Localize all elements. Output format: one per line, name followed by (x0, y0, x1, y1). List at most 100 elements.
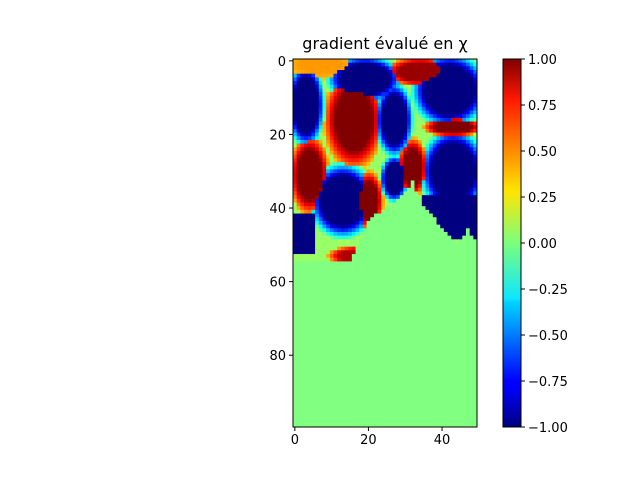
heatmap-cell (392, 176, 397, 181)
heatmap-cell (462, 217, 467, 222)
heatmap-cell (351, 419, 356, 424)
heatmap-cell (403, 73, 408, 78)
heatmap-cell (454, 117, 459, 122)
heatmap-cell (370, 327, 375, 332)
heatmap-cell (473, 415, 478, 421)
heatmap-cell (421, 342, 426, 347)
heatmap-cell (418, 88, 423, 93)
heatmap-cell (300, 139, 305, 145)
heatmap-cell (359, 261, 364, 266)
heatmap-cell (388, 187, 393, 192)
heatmap-cell (322, 231, 327, 237)
heatmap-cell (322, 220, 327, 225)
heatmap-cell (465, 320, 471, 325)
heatmap-cell (318, 235, 323, 240)
heatmap-cell (311, 110, 316, 115)
heatmap-cell (473, 106, 478, 111)
heatmap-cell (329, 397, 334, 402)
heatmap-cell (293, 375, 298, 380)
heatmap-cell (329, 309, 334, 314)
heatmap-cell (469, 390, 474, 395)
heatmap-cell (359, 419, 364, 424)
heatmap-cell (296, 235, 301, 240)
heatmap-cell (385, 257, 390, 262)
heatmap-cell (348, 371, 353, 376)
heatmap-cell (370, 250, 375, 255)
heatmap-cell (385, 379, 390, 384)
heatmap-cell (366, 70, 371, 75)
heatmap-cell (329, 147, 334, 152)
heatmap-cell (403, 357, 408, 362)
heatmap-cell (440, 301, 445, 306)
heatmap-cell (293, 316, 298, 321)
heatmap-cell (344, 298, 349, 303)
heatmap-cell (440, 287, 445, 292)
heatmap-cell (351, 404, 356, 409)
heatmap-cell (333, 117, 338, 122)
heatmap-cell (300, 404, 305, 409)
heatmap-cell (355, 198, 360, 203)
heatmap-cell (388, 393, 393, 398)
heatmap-cell (296, 59, 301, 64)
heatmap-cell (322, 81, 327, 86)
heatmap-cell (362, 404, 367, 409)
heatmap-cell (344, 397, 349, 402)
heatmap-cell (396, 386, 401, 391)
heatmap-cell (293, 92, 298, 97)
heatmap-cell (362, 217, 367, 222)
heatmap-cell (362, 265, 367, 270)
heatmap-cell (429, 158, 434, 163)
heatmap-cell (337, 294, 342, 299)
heatmap-cell (458, 88, 463, 93)
heatmap-cell (373, 103, 379, 108)
heatmap-cell (410, 195, 415, 200)
heatmap-cell (436, 128, 441, 133)
heatmap-cell (326, 323, 331, 329)
heatmap-cell (359, 415, 364, 421)
heatmap-cell (399, 187, 404, 192)
heatmap-cell (293, 331, 298, 336)
heatmap-cell (392, 191, 397, 196)
heatmap-cell (436, 169, 441, 174)
heatmap-cell (315, 169, 320, 174)
heatmap-cell (370, 154, 375, 159)
heatmap-cell (377, 338, 382, 343)
heatmap-cell (326, 250, 331, 255)
heatmap-cell (392, 81, 397, 86)
heatmap-cell (293, 382, 298, 387)
heatmap-cell (451, 162, 456, 167)
heatmap-cell (462, 239, 467, 244)
heatmap-cell (359, 77, 364, 82)
heatmap-cell (326, 357, 331, 362)
heatmap-cell (399, 202, 404, 207)
heatmap-cell (318, 353, 323, 358)
heatmap-cell (407, 220, 412, 225)
heatmap-cell (403, 364, 408, 369)
heatmap-cell (396, 243, 401, 248)
heatmap-cell (300, 382, 305, 387)
heatmap-cell (315, 187, 320, 192)
heatmap-cell (300, 257, 305, 262)
heatmap-cell (307, 257, 312, 262)
heatmap-cell (462, 254, 467, 259)
heatmap-cell (296, 176, 301, 181)
heatmap-cell (458, 419, 463, 424)
heatmap-cell (348, 401, 353, 406)
heatmap-cell (410, 158, 415, 163)
heatmap-cell (432, 59, 437, 64)
heatmap-cell (381, 231, 386, 237)
heatmap-cell (425, 151, 430, 156)
heatmap-cell (403, 312, 408, 317)
heatmap-cell (355, 287, 360, 292)
heatmap-cell (362, 59, 367, 64)
heatmap-cell (344, 239, 349, 244)
heatmap-cell (344, 147, 349, 152)
heatmap-cell (451, 88, 456, 93)
heatmap-cell (392, 290, 397, 295)
heatmap-cell (329, 66, 334, 71)
heatmap-cell (315, 73, 320, 78)
heatmap-cell (318, 290, 323, 295)
heatmap-cell (362, 312, 367, 317)
heatmap-cell (451, 404, 456, 409)
heatmap-cell (443, 92, 448, 97)
